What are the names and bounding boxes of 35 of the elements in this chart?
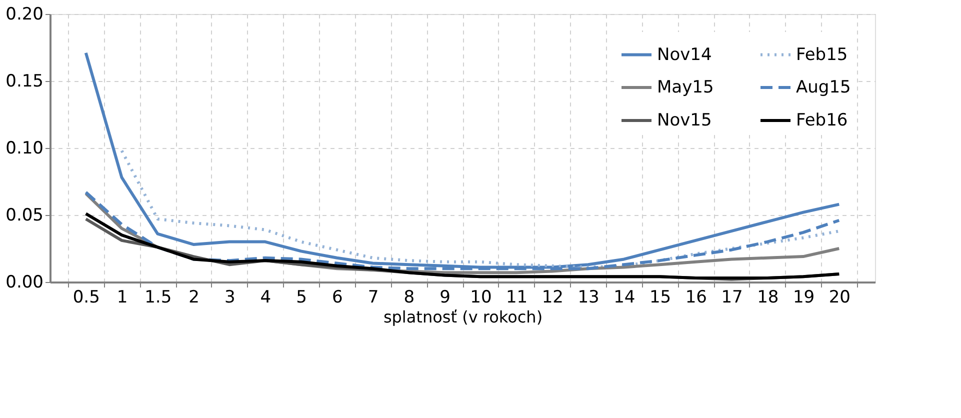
x-tick-label: 3 <box>224 288 236 308</box>
x-tick-label: 20 <box>828 288 850 308</box>
y-tick-label: 0.00 <box>6 272 44 292</box>
x-tick-label: 13 <box>578 288 600 308</box>
x-tick-label: 4 <box>260 288 272 308</box>
line-series <box>120 149 841 269</box>
x-tick-label: 1.5 <box>144 288 172 308</box>
x-tick-label: 2 <box>188 288 200 308</box>
y-tick-label: 0.20 <box>6 4 44 24</box>
x-tick-label: 8 <box>404 288 415 308</box>
legend-label: May15 <box>657 78 714 98</box>
x-tick-label: 19 <box>792 288 815 308</box>
x-tick-label: 16 <box>685 288 707 308</box>
x-tick-label: 17 <box>721 288 743 308</box>
x-tick-label: 7 <box>368 288 379 308</box>
x-tick-label: 14 <box>614 288 636 308</box>
legend-label: Feb16 <box>796 110 848 130</box>
y-tick-label: 0.15 <box>6 72 44 92</box>
x-tick-label: 18 <box>757 288 779 308</box>
x-tick-label: 15 <box>649 288 672 308</box>
legend-label: Feb15 <box>796 44 848 65</box>
y-tick-label: 0.10 <box>6 138 44 158</box>
x-axis-title: splatnosť (v rokoch) <box>383 308 543 326</box>
y-tick-label: 0.05 <box>6 206 44 226</box>
legend-label: Aug15 <box>796 78 851 98</box>
x-tick-label: 5 <box>296 288 307 308</box>
x-tick-label: 9 <box>440 288 450 308</box>
x-tick-label: 1 <box>116 288 128 308</box>
legend-label: Nov15 <box>657 110 712 130</box>
x-tick-label: 11 <box>506 288 528 308</box>
x-tick-label: 12 <box>542 288 564 308</box>
x-tick-label: 10 <box>470 288 492 308</box>
x-tick-label: 0.5 <box>72 288 100 308</box>
legend-label: Nov14 <box>657 44 712 65</box>
x-tick-label: 6 <box>332 288 343 308</box>
